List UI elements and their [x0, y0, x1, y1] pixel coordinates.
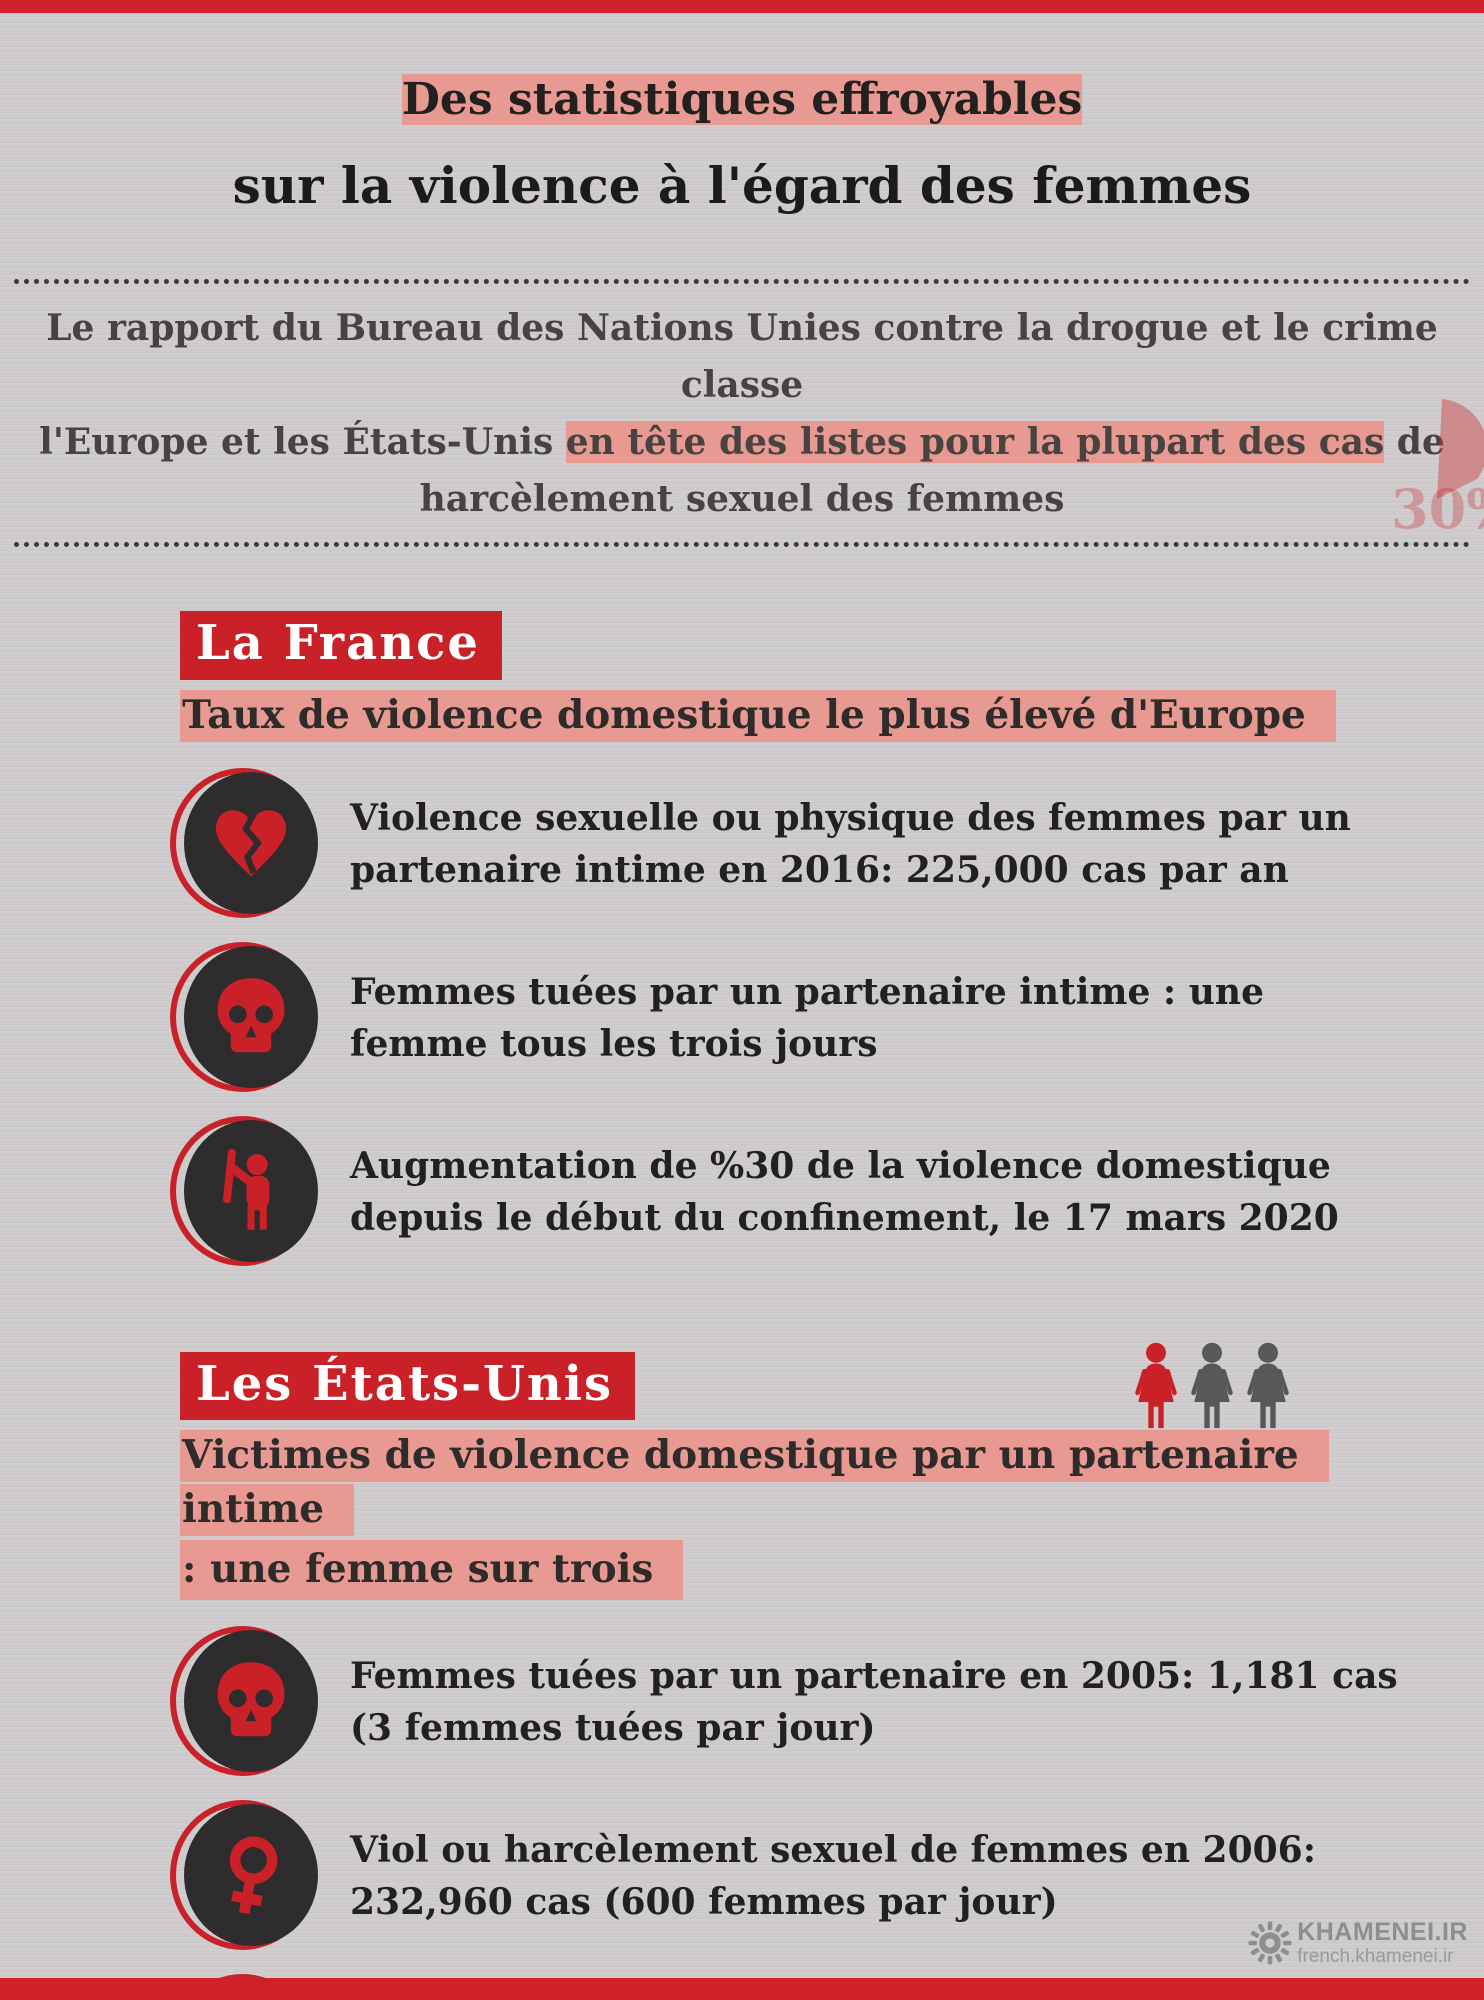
stat-text: Femmes tuées par un partenaire en 2005: …: [350, 1655, 1398, 1750]
skull-icon: [170, 941, 320, 1094]
woman-gray-icon: [1191, 1342, 1233, 1428]
stat-text: Viol ou harcèlement sexuel de femmes en …: [350, 1829, 1317, 1924]
stat-item: Viol ou harcèlement sexuel de femmes en …: [170, 1800, 1484, 1952]
intro-highlight: en tête des listes pour la plupart des c…: [565, 421, 1385, 464]
woman-gray-icon: [1247, 1342, 1289, 1428]
section-france-subheading-text: Taux de violence domestique le plus élev…: [180, 689, 1336, 742]
section-france-subheading: Taux de violence domestique le plus élev…: [180, 688, 1484, 742]
section-usa: Les États-Unis Victimes de: [170, 1342, 1484, 2000]
section-usa-heading: Les États-Unis: [180, 1351, 636, 1421]
usa-stats-list: Femmes tuées par un partenaire en 2005: …: [170, 1626, 1484, 2000]
section-france: La France Taux de violence domestique le…: [170, 399, 1484, 1267]
logo-brand-text: KHAMENEI.IR: [1297, 1918, 1468, 1946]
logo-site-text: french.khamenei.ir: [1297, 1946, 1454, 1967]
france-stats-list: Violence sexuelle ou physique des femmes…: [170, 399, 1484, 1268]
broken-heart-icon: [170, 767, 320, 920]
dotted-divider-top: [14, 279, 1470, 285]
intro-line2-post: de: [1384, 421, 1445, 464]
page-title: Des statistiques effroyables: [376, 68, 1109, 132]
female-symbol-icon: [170, 1800, 320, 1952]
three-women-icon: [1130, 1342, 1294, 1442]
person-with-stick-icon: [170, 1115, 320, 1268]
usa-subheading-line2: : une femme sur trois: [180, 1540, 684, 1601]
usa-subheading-line1: Victimes de violence domestique par un p…: [180, 1430, 1329, 1537]
top-border-bar: [0, 0, 1484, 13]
dotted-divider-bottom: [14, 542, 1470, 548]
stat-text: Violence sexuelle ou physique des femmes…: [350, 796, 1351, 891]
skull-icon: [170, 1626, 320, 1778]
stat-text: Augmentation de %30 de la violence domes…: [350, 1144, 1339, 1239]
header: Des statistiques effroyables sur la viol…: [0, 68, 1484, 213]
khamenei-logo: KHAMENEI.IR french.khamenei.ir: [1247, 1920, 1468, 1966]
stat-item: Augmentation de %30 de la violence domes…: [170, 1115, 1484, 1268]
stat-item: Femmes tuées par un partenaire intime : …: [170, 941, 1484, 1094]
gear-sun-icon: [1248, 1921, 1292, 1965]
title-highlight: Des statistiques effroyables: [401, 74, 1083, 125]
stat-item: Femmes tuées par un partenaire en 2005: …: [170, 1626, 1484, 1778]
intro-line2-pre: l'Europe et les États-Unis: [39, 421, 566, 464]
stat-item: Violence sexuelle ou physique des femmes…: [170, 767, 1484, 920]
bottom-border-bar: [0, 1978, 1484, 2000]
stat-text: Femmes tuées par un partenaire intime : …: [350, 970, 1265, 1065]
intro-line3: harcèlement sexuel des femmes: [419, 478, 1065, 521]
section-usa-subheading: Victimes de violence domestique par un p…: [180, 1428, 1484, 1601]
section-france-heading: La France: [180, 611, 502, 680]
page-subtitle: sur la violence à l'égard des femmes: [232, 156, 1252, 216]
woman-red-icon: [1135, 1342, 1177, 1428]
intro-paragraph: Le rapport du Bureau des Nations Unies c…: [32, 300, 1452, 528]
intro-line1: Le rapport du Bureau des Nations Unies c…: [46, 307, 1438, 407]
